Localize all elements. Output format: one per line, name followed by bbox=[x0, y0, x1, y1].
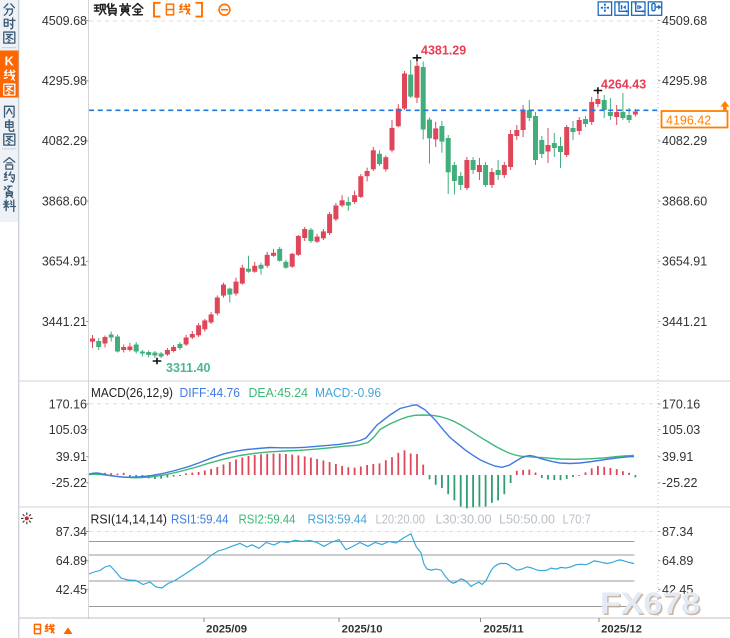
svg-text:-25.22: -25.22 bbox=[52, 476, 87, 490]
svg-text:L70:7: L70:7 bbox=[563, 513, 592, 527]
svg-text:L30:30.00: L30:30.00 bbox=[436, 513, 492, 527]
svg-text:4264.43: 4264.43 bbox=[601, 78, 646, 92]
svg-text:K: K bbox=[5, 55, 14, 69]
svg-text:87.34: 87.34 bbox=[662, 525, 693, 539]
svg-text:42.45: 42.45 bbox=[56, 583, 87, 597]
svg-text:4381.29: 4381.29 bbox=[421, 44, 466, 58]
svg-text:-25.22: -25.22 bbox=[662, 476, 697, 490]
svg-text:170.16: 170.16 bbox=[49, 397, 87, 411]
svg-text:3441.21: 3441.21 bbox=[42, 315, 87, 329]
svg-text:105.03: 105.03 bbox=[49, 423, 87, 437]
svg-text:105.03: 105.03 bbox=[662, 423, 700, 437]
svg-text:DIFF:44.76: DIFF:44.76 bbox=[180, 386, 241, 400]
svg-text:39.91: 39.91 bbox=[662, 450, 693, 464]
svg-text:FX678: FX678 bbox=[600, 586, 700, 621]
svg-text:MACD(26,12,9): MACD(26,12,9) bbox=[91, 386, 173, 400]
svg-text:64.89: 64.89 bbox=[662, 554, 693, 568]
svg-text:4509.68: 4509.68 bbox=[662, 14, 707, 28]
svg-text:3654.91: 3654.91 bbox=[42, 255, 87, 269]
svg-text:L50:50.00: L50:50.00 bbox=[499, 513, 555, 527]
svg-text:87.34: 87.34 bbox=[56, 525, 87, 539]
svg-text:RSI2:59.44: RSI2:59.44 bbox=[239, 513, 296, 527]
svg-text:2025/10: 2025/10 bbox=[342, 623, 383, 635]
svg-text:DEA:45.24: DEA:45.24 bbox=[249, 386, 309, 400]
svg-text:39.91: 39.91 bbox=[56, 450, 87, 464]
svg-text:4082.29: 4082.29 bbox=[662, 134, 707, 148]
svg-text:RSI(14,14,14): RSI(14,14,14) bbox=[91, 513, 168, 527]
svg-text:3868.60: 3868.60 bbox=[662, 194, 707, 208]
svg-text:2025/09: 2025/09 bbox=[206, 623, 247, 635]
svg-text:RSI3:59.44: RSI3:59.44 bbox=[308, 513, 368, 527]
svg-text:3311.40: 3311.40 bbox=[166, 361, 211, 375]
svg-text:MACD:-0.96: MACD:-0.96 bbox=[315, 386, 381, 400]
svg-text:4295.98: 4295.98 bbox=[662, 74, 707, 88]
svg-text:L20:20.00: L20:20.00 bbox=[376, 513, 426, 527]
svg-text:42.45: 42.45 bbox=[662, 583, 693, 597]
svg-text:4295.98: 4295.98 bbox=[42, 74, 87, 88]
svg-text:170.16: 170.16 bbox=[662, 397, 700, 411]
svg-text:4082.29: 4082.29 bbox=[42, 134, 87, 148]
svg-text:2025/11: 2025/11 bbox=[483, 623, 523, 635]
svg-text:2025/12: 2025/12 bbox=[601, 623, 642, 635]
svg-text:RSI1:59.44: RSI1:59.44 bbox=[171, 513, 229, 527]
svg-text:3441.21: 3441.21 bbox=[662, 315, 707, 329]
svg-text:4509.68: 4509.68 bbox=[42, 14, 87, 28]
svg-text:3868.60: 3868.60 bbox=[42, 194, 87, 208]
svg-text:64.89: 64.89 bbox=[56, 554, 87, 568]
svg-text:FX678: FX678 bbox=[602, 587, 702, 622]
svg-text:3654.91: 3654.91 bbox=[662, 255, 707, 269]
svg-text:4196.42: 4196.42 bbox=[666, 113, 711, 127]
